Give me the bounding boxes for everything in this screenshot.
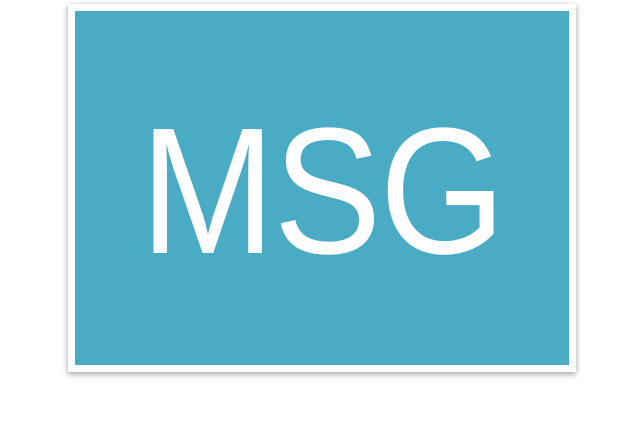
msg-tile: MSG [68, 4, 576, 372]
tile-label: MSG [140, 91, 505, 292]
